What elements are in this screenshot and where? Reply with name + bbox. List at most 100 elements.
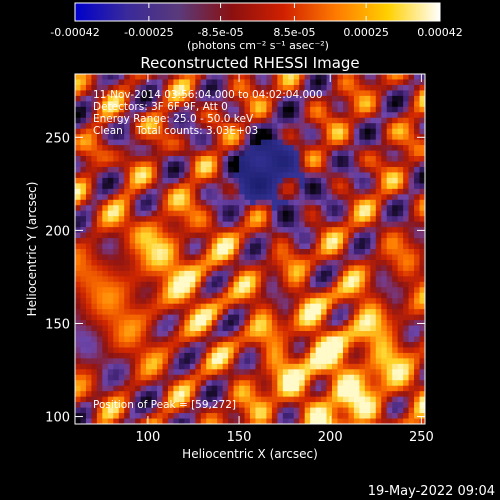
heatmap-cell bbox=[85, 249, 92, 255]
heatmap-cell bbox=[299, 341, 306, 348]
heatmap-cell bbox=[195, 74, 202, 80]
heatmap-cell bbox=[348, 320, 355, 326]
heatmap-cell bbox=[167, 216, 174, 223]
heatmap-cell bbox=[337, 183, 344, 190]
heatmap-cell bbox=[408, 391, 415, 398]
heatmap-cell bbox=[364, 183, 371, 190]
heatmap-cell bbox=[195, 314, 202, 321]
heatmap-cell bbox=[222, 166, 229, 173]
heatmap-cell bbox=[102, 347, 109, 354]
heatmap-cell bbox=[189, 402, 196, 408]
heatmap-cell bbox=[211, 298, 218, 305]
heatmap-cell bbox=[129, 123, 136, 130]
heatmap-cell bbox=[310, 117, 317, 124]
heatmap-cell bbox=[282, 216, 289, 223]
heatmap-cell bbox=[85, 232, 92, 239]
heatmap-cell bbox=[206, 145, 213, 151]
heatmap-cell bbox=[96, 134, 103, 141]
heatmap-cell bbox=[178, 254, 185, 261]
heatmap-cell bbox=[375, 210, 382, 217]
heatmap-cell bbox=[211, 336, 218, 343]
heatmap-cell bbox=[239, 194, 245, 201]
heatmap-cell bbox=[173, 303, 180, 310]
heatmap-cell bbox=[239, 363, 245, 370]
heatmap-cell bbox=[102, 161, 109, 168]
heatmap-cell bbox=[288, 249, 295, 255]
heatmap-cell bbox=[293, 205, 300, 212]
heatmap-cell bbox=[392, 106, 399, 113]
heatmap-cell bbox=[173, 281, 180, 288]
heatmap-cell bbox=[250, 243, 256, 250]
heatmap-cell bbox=[419, 407, 426, 414]
heatmap-cell bbox=[326, 145, 333, 151]
heatmap-cell bbox=[80, 150, 87, 157]
heatmap-cell bbox=[348, 249, 355, 255]
heatmap-cell bbox=[244, 210, 251, 217]
heatmap-cell bbox=[113, 309, 120, 316]
heatmap-cell bbox=[173, 139, 180, 146]
heatmap-cell bbox=[178, 391, 185, 398]
heatmap-cell bbox=[326, 336, 333, 343]
heatmap-cell bbox=[315, 314, 322, 321]
heatmap-cell bbox=[386, 128, 393, 135]
heatmap-cell bbox=[414, 216, 420, 223]
heatmap-cell bbox=[129, 205, 136, 212]
heatmap-cell bbox=[255, 347, 262, 354]
heatmap-cell bbox=[85, 210, 92, 217]
heatmap-cell bbox=[80, 177, 87, 184]
heatmap-cell bbox=[140, 336, 147, 343]
heatmap-cell bbox=[315, 117, 322, 124]
heatmap-cell bbox=[146, 134, 152, 141]
heatmap-cell bbox=[222, 172, 229, 179]
heatmap-cell bbox=[135, 413, 142, 419]
heatmap-cell bbox=[244, 79, 251, 86]
heatmap-cell bbox=[217, 402, 224, 408]
heatmap-cell bbox=[337, 341, 344, 348]
heatmap-cell bbox=[211, 232, 218, 239]
heatmap-cell bbox=[135, 402, 142, 408]
heatmap-cell bbox=[348, 188, 355, 195]
heatmap-cell bbox=[244, 418, 251, 425]
heatmap-cell bbox=[195, 358, 202, 365]
heatmap-cell bbox=[80, 74, 87, 80]
heatmap-cell bbox=[282, 369, 289, 376]
heatmap-cell bbox=[260, 407, 267, 414]
heatmap-cell bbox=[250, 112, 256, 119]
heatmap-cell bbox=[255, 123, 262, 130]
heatmap-cell bbox=[107, 112, 114, 119]
heatmap-cell bbox=[178, 303, 185, 310]
x-tick-label: 250 bbox=[409, 430, 434, 445]
heatmap-cell bbox=[96, 303, 103, 310]
heatmap-cell bbox=[332, 227, 338, 233]
heatmap-cell bbox=[315, 221, 322, 228]
heatmap-cell bbox=[118, 90, 125, 97]
heatmap-cell bbox=[250, 156, 256, 162]
heatmap-cell bbox=[321, 265, 327, 272]
heatmap-cell bbox=[304, 331, 311, 337]
heatmap-cell bbox=[370, 84, 377, 91]
heatmap-cell bbox=[173, 314, 180, 321]
heatmap-cell bbox=[310, 112, 317, 119]
heatmap-cell bbox=[217, 303, 224, 310]
heatmap-cell bbox=[348, 183, 355, 190]
heatmap-cell bbox=[91, 254, 98, 261]
heatmap-cell bbox=[233, 238, 240, 244]
heatmap-cell bbox=[315, 172, 322, 179]
heatmap-cell bbox=[239, 183, 245, 190]
heatmap-cell bbox=[228, 341, 234, 348]
heatmap-cell bbox=[271, 74, 278, 80]
heatmap-cell bbox=[288, 74, 295, 80]
heatmap-cell bbox=[381, 363, 388, 370]
heatmap-cell bbox=[157, 166, 163, 173]
heatmap-cell bbox=[184, 123, 191, 130]
heatmap-cell bbox=[359, 188, 366, 195]
heatmap-cell bbox=[250, 298, 256, 305]
heatmap-cell bbox=[381, 254, 388, 261]
heatmap-cell bbox=[178, 281, 185, 288]
heatmap-cell bbox=[244, 95, 251, 102]
heatmap-cell bbox=[206, 79, 213, 86]
heatmap-cell bbox=[353, 210, 360, 217]
heatmap-cell bbox=[337, 139, 344, 146]
heatmap-cell bbox=[184, 259, 191, 266]
heatmap-cell bbox=[277, 90, 284, 97]
